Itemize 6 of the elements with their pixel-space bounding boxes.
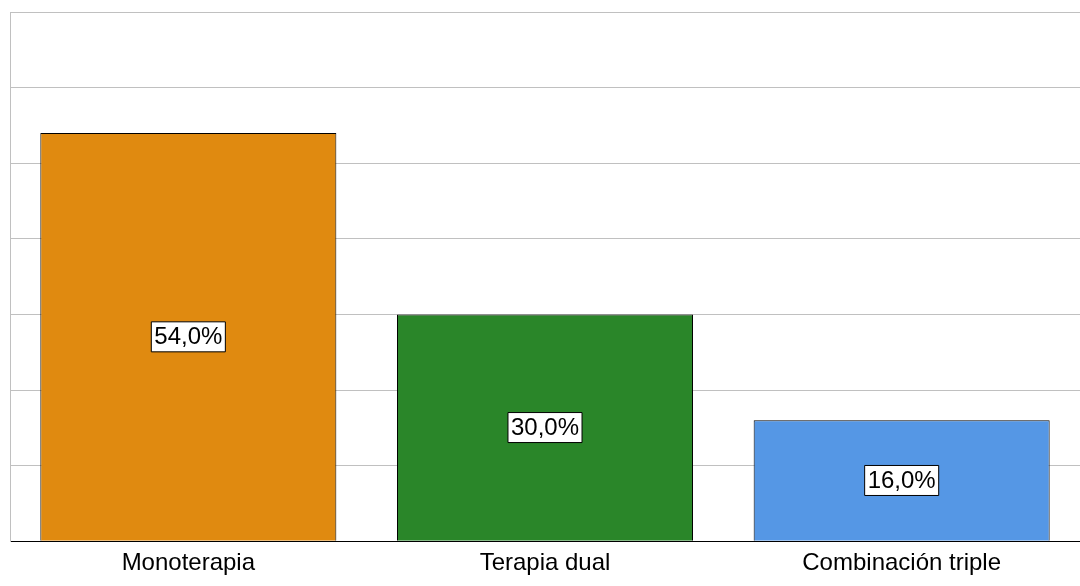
data-label: 16,0%	[867, 466, 936, 494]
x-tick-label: Terapia dual	[479, 548, 611, 576]
x-tick-label: Monoterapia	[121, 548, 256, 576]
data-label: 54,0%	[154, 322, 223, 350]
data-label: 30,0%	[510, 413, 580, 441]
x-tick-label: Combinación triple	[802, 548, 1002, 576]
